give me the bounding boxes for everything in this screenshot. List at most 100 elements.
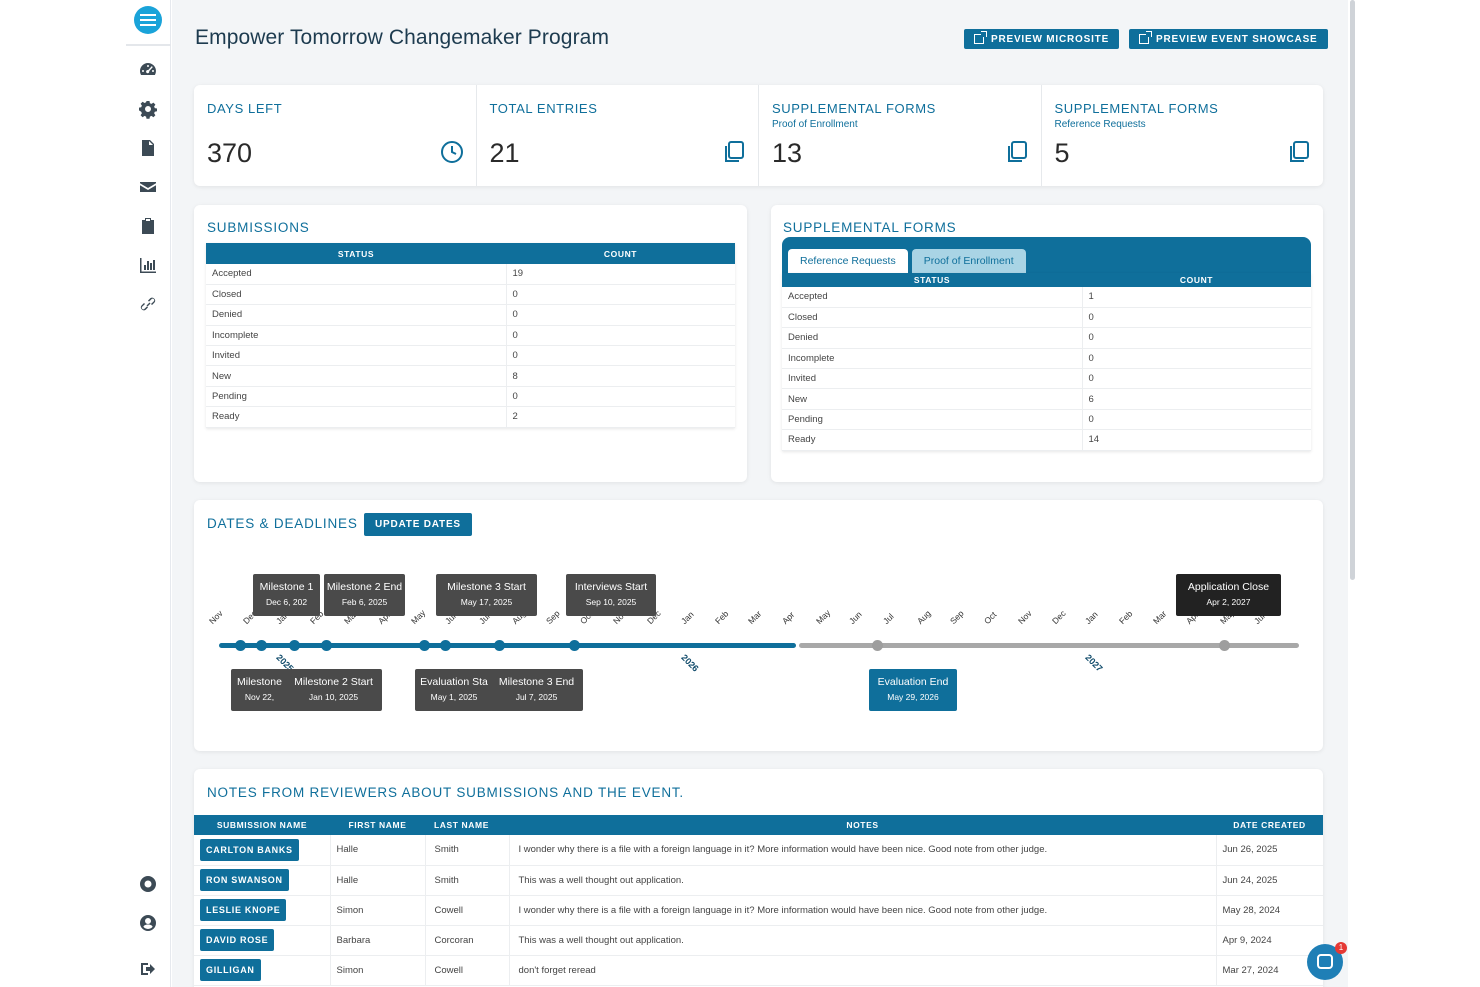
table-row: Ready 14 [782, 429, 1311, 451]
table-row: Invited 0 [782, 368, 1311, 390]
first-name-cell: Simon [329, 955, 425, 986]
table-row: Pending 0 [782, 409, 1311, 431]
stat-value: 370 [207, 138, 253, 168]
user-icon[interactable] [137, 912, 159, 934]
update-dates-button[interactable]: UPDATE DATES [364, 513, 472, 536]
timeline-marker[interactable] [419, 640, 430, 651]
timeline-marker[interactable] [256, 640, 267, 651]
document-icon[interactable] [137, 137, 159, 159]
supplemental-table: STATUS COUNT Accepted 1 Closed 0 Denied 0 Inco… [782, 273, 1311, 451]
milestone-tooltip[interactable]: Milestone 3 Start May 17, 2025 [436, 574, 537, 616]
last-name-cell: Cowell [424, 955, 509, 986]
count-cell: 0 [505, 386, 735, 408]
stat-label: TOTAL ENTRIES [489, 101, 598, 116]
milestone-tooltip[interactable]: Evaluation End May 29, 2026 [869, 669, 957, 711]
tooltip-title: Milestone 3 Start [447, 581, 526, 593]
clipboard-icon[interactable] [137, 215, 159, 237]
clock-icon [440, 140, 464, 164]
milestone-tooltip[interactable]: Milestone 1 Dec 6, 202 [253, 574, 320, 616]
mail-icon[interactable] [137, 176, 159, 198]
logout-icon[interactable] [137, 958, 159, 980]
milestone-tooltip[interactable]: Application Close Apr 2, 2027 [1176, 574, 1281, 616]
timeline-marker[interactable] [494, 640, 505, 651]
timeline-marker[interactable] [1219, 640, 1230, 651]
month-label: Apr [779, 609, 797, 626]
timeline-marker[interactable] [569, 640, 580, 651]
timeline-marker[interactable] [235, 640, 246, 651]
submissions-card: SUBMISSIONS STATUS COUNT Accepted 19 Close… [194, 205, 747, 482]
status-cell: New [782, 388, 1082, 410]
tooltip-date: May 1, 2025 [430, 692, 478, 702]
milestone-tooltip[interactable]: Milestone Nov 22, [231, 669, 288, 711]
preview-microsite-button[interactable]: PREVIEW MICROSITE [964, 29, 1120, 49]
milestone-tooltip[interactable]: Interviews Start Sep 10, 2025 [566, 574, 656, 616]
count-cell: 0 [505, 304, 735, 326]
table-row: Accepted 1 [782, 287, 1311, 308]
preview-showcase-button[interactable]: PREVIEW EVENT SHOWCASE [1129, 29, 1328, 49]
logo-icon[interactable] [134, 6, 162, 34]
tab-reference-requests[interactable]: Reference Requests [788, 249, 908, 273]
divider [126, 44, 171, 46]
milestone-tooltip[interactable]: Evaluation Sta May 1, 2025 [415, 669, 493, 711]
last-name-cell: Smith [424, 865, 509, 896]
count-cell: 0 [1081, 368, 1311, 390]
count-cell: 19 [505, 264, 735, 285]
status-cell: Invited [782, 368, 1082, 390]
table-row: Denied 0 [206, 304, 735, 326]
month-label: Jul [880, 611, 896, 626]
timeline-marker[interactable] [872, 640, 883, 651]
milestone-tooltip[interactable]: Milestone 2 End Feb 6, 2025 [324, 574, 405, 616]
tooltip-title: Milestone 3 End [498, 676, 575, 688]
stat-days-left: DAYS LEFT 370 [194, 85, 477, 186]
notes-cell: This was a well thought out application. [508, 865, 1216, 896]
report-icon[interactable] [137, 254, 159, 276]
notes-table-wrap: SUBMISSION NAME FIRST NAME LAST NAME NOT… [194, 815, 1323, 986]
timeline-marker[interactable] [440, 640, 451, 651]
stats-card: DAYS LEFT 370 TOTAL ENTRIES 21 SUPPLEMEN… [194, 85, 1323, 186]
month-label: Jan [1083, 609, 1100, 626]
submission-name-cell: GILLIGAN [194, 955, 330, 986]
timeline-marker[interactable] [289, 640, 300, 651]
first-name-cell: Halle [329, 835, 425, 866]
status-cell: Closed [206, 284, 506, 306]
tooltip-title: Milestone 2 Start [294, 676, 373, 688]
year-label: 2026 [679, 652, 701, 674]
settings-icon[interactable] [137, 98, 159, 120]
status-cell: Invited [206, 345, 506, 367]
dashboard-icon[interactable] [137, 59, 159, 81]
scrollbar[interactable] [1350, 0, 1355, 580]
status-cell: Incomplete [206, 325, 506, 347]
status-cell: Denied [782, 327, 1082, 349]
notes-cell: I wonder why there is a file with a fore… [508, 835, 1216, 866]
notes-cell: I wonder why there is a file with a fore… [508, 895, 1216, 926]
submission-name-button[interactable]: RON SWANSON [200, 869, 289, 891]
tooltip-date: Feb 6, 2025 [341, 597, 388, 607]
stat-sublabel: Reference Requests [1054, 119, 1146, 130]
submission-name-button[interactable]: DAVID ROSE [200, 929, 275, 951]
submission-name-button[interactable]: LESLIE KNOPE [200, 899, 287, 921]
tooltip-title: Evaluation Sta [420, 676, 488, 688]
support-icon[interactable] [137, 873, 159, 895]
table-row: New 6 [782, 388, 1311, 410]
status-cell: Pending [206, 386, 506, 408]
status-cell: Accepted [782, 287, 1082, 308]
tooltip-date: May 29, 2026 [887, 692, 939, 702]
month-label: Feb [1116, 608, 1135, 626]
notes-cell: don't forget reread [508, 955, 1216, 986]
status-cell: Incomplete [782, 348, 1082, 370]
timeline-marker[interactable] [321, 640, 332, 651]
tab-proof-of-enrollment[interactable]: Proof of Enrollment [911, 249, 1026, 273]
supplemental-forms-title: SUPPLEMENTAL FORMS [783, 220, 957, 235]
count-cell: 2 [505, 406, 735, 428]
submission-name-button[interactable]: CARLTON BANKS [200, 838, 299, 861]
tooltip-title: Milestone [237, 676, 282, 688]
month-label: May [813, 607, 832, 626]
milestone-tooltip[interactable]: Milestone 2 Start Jan 10, 2025 [285, 669, 382, 711]
chat-button[interactable]: 1 [1307, 942, 1347, 980]
link-icon[interactable] [137, 293, 159, 315]
milestone-tooltip[interactable]: Milestone 3 End Jul 7, 2025 [490, 669, 583, 711]
first-name-cell: Simon [329, 895, 425, 926]
count-cell: 0 [1081, 348, 1311, 370]
column-header: DATE CREATED [1216, 815, 1323, 835]
submission-name-button[interactable]: GILLIGAN [200, 959, 261, 981]
